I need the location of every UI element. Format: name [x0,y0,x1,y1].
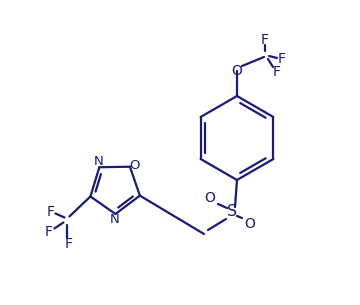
Text: S: S [227,204,237,220]
Text: F: F [44,225,53,239]
Text: F: F [278,52,286,66]
Text: O: O [204,191,215,205]
Text: F: F [46,206,54,220]
Text: N: N [109,214,119,227]
Text: O: O [231,64,242,78]
Text: F: F [273,65,281,79]
Text: O: O [244,217,256,231]
Text: F: F [261,33,269,47]
Text: N: N [94,155,103,168]
Text: O: O [130,159,140,172]
Text: F: F [64,238,72,251]
